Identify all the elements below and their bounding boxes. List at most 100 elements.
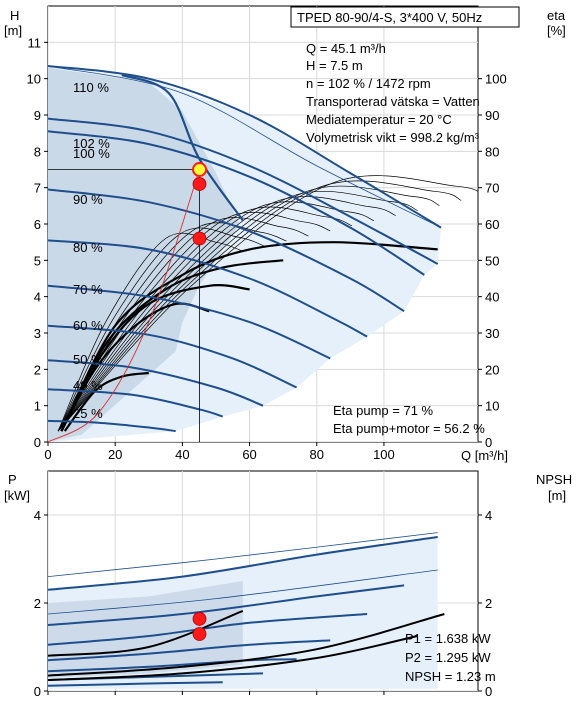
eta-tick-label: 60: [485, 217, 499, 232]
speed-curve: [48, 117, 439, 265]
efficiency-curve-thin: [57, 206, 353, 432]
head-tick-label: 9: [34, 108, 41, 123]
info-head: H = 7.5 m: [306, 58, 363, 73]
head-tick-label: 4: [34, 290, 41, 305]
efficiency-curve-thin: [57, 191, 418, 432]
power-tick-label: 4: [34, 508, 41, 523]
speed-curve-label: 25 %: [73, 406, 103, 421]
npsh-curve: [48, 613, 445, 677]
efficiency-curve-bold: [63, 371, 149, 432]
info-density: Volymetrisk vikt = 998.2 kg/m³: [306, 130, 480, 145]
npsh-curve: [48, 609, 244, 657]
speed-curve: [48, 188, 405, 313]
speed-curve: [48, 284, 331, 360]
flow-tick-label: 80: [310, 447, 324, 462]
eta-tick-label: 80: [485, 144, 499, 159]
pump-title: TPED 80-90/4-S, 3*400 V, 50Hz: [297, 10, 482, 25]
head-tick-label: 10: [27, 72, 41, 87]
speed-curve: [48, 388, 224, 418]
speed-curve: [48, 239, 368, 338]
power-operating-marker: [192, 612, 207, 626]
eta-tick-label: 100: [485, 72, 507, 87]
speed-curve: [48, 324, 298, 389]
power-curve: [48, 584, 405, 626]
speed-curve-label: 50 %: [73, 352, 103, 367]
efficiency-curve-thin: [57, 185, 440, 432]
head-tick-label: 7: [34, 181, 41, 196]
flow-tick-label: 20: [108, 447, 122, 462]
operating-marker: [192, 177, 207, 191]
speed-curve: [48, 130, 425, 276]
head-tick-label: 1: [34, 399, 41, 414]
power-tick-label: 0: [34, 684, 41, 699]
speed-curve-label: 100 %: [73, 146, 110, 161]
head-tick-label: 11: [28, 35, 42, 50]
flow-axis-label: Q [m³/h]: [461, 448, 508, 463]
info-eta-pump-motor: Eta pump+motor = 56.2 %: [333, 421, 485, 436]
operating-point-marker: [192, 162, 208, 177]
speed-curve-label: 102 %: [73, 136, 110, 151]
eta-tick-label: 20: [485, 362, 499, 377]
eta-tick-label: 50: [485, 253, 499, 268]
max-power-boundary: [121, 73, 244, 222]
system-curve: [48, 169, 200, 442]
flow-tick-label: 100: [373, 447, 395, 462]
eta-tick-label: 70: [485, 181, 499, 196]
eta-tick-label: 10: [485, 399, 499, 414]
head-tick-label: 0: [34, 435, 41, 450]
power-curve: [48, 639, 331, 662]
speed-curve-label: 80 %: [73, 240, 103, 255]
head-envelope: [48, 66, 441, 442]
efficiency-curve-bold: [60, 241, 438, 432]
eta-axis-unit: [%]: [547, 23, 566, 38]
head-tick-label: 8: [34, 144, 41, 159]
head-tick-label: 2: [34, 362, 41, 377]
efficiency-curve-thin: [57, 201, 375, 432]
info-eta-pump: Eta pump = 71 %: [333, 403, 434, 418]
speed-curve: [48, 359, 264, 407]
efficiency-curve-thin: [57, 196, 396, 432]
efficiency-curve-thin: [57, 227, 265, 432]
flow-tick-label: 40: [175, 447, 189, 462]
speed-curve: [48, 419, 176, 433]
eta-axis-label: eta: [547, 8, 566, 23]
speed-curve-label: 60 %: [73, 318, 103, 333]
power-axis-unit: [kW]: [4, 488, 30, 503]
head-axis-ticks: 0 20 40 60 80 100 0 1 2 3 4 5 6 7 8 9 10 11 0 10 20 30 40 50 60 7…: [27, 35, 507, 462]
info-temperature: Mediatemperatur = 20 °C: [306, 112, 452, 127]
npsh-curve: [48, 635, 418, 681]
head-axis-unit: [m]: [4, 23, 22, 38]
npsh-tick-label: 2: [485, 596, 492, 611]
eta-tick-label: 0: [485, 435, 492, 450]
info-liquid: Transporterad vätska = Vatten: [306, 94, 480, 109]
efficiency-curve-thin: [57, 180, 462, 432]
power-curve: [48, 658, 297, 673]
speed-curve-label: 90 %: [73, 192, 103, 207]
head-low-flow-area: [48, 67, 240, 442]
info-speed: n = 102 % / 1472 rpm: [306, 76, 431, 91]
speed-curve: [48, 65, 442, 229]
head-axis-label: H: [10, 8, 19, 23]
head-curves: 110 % 102 %100 % 90 % 80 % 70 % 60 % 50 % 40 % 2…: [48, 65, 478, 442]
npsh-tick-label: 0: [485, 684, 492, 699]
npsh-tick-label: 4: [485, 508, 492, 523]
info-p1: P1 = 1.638 kW: [405, 631, 491, 646]
power-operating-marker: [192, 627, 207, 641]
head-tick-label: 5: [34, 253, 41, 268]
power-axis-ticks: 0 2 4 0 2 4: [34, 508, 492, 699]
power-envelope-edge: [48, 569, 438, 615]
power-axis-label: P: [8, 472, 17, 487]
envelope-edge: [48, 65, 442, 228]
flow-tick-label: 60: [242, 447, 256, 462]
head-tick-label: 3: [34, 326, 41, 341]
operating-marker: [192, 231, 207, 246]
title-box: [290, 6, 520, 28]
npsh-axis-label: NPSH: [536, 472, 572, 487]
eta-tick-label: 40: [485, 290, 499, 305]
power-envelope-edge: [48, 532, 438, 577]
power-curves: [48, 532, 445, 687]
power-curve: [48, 536, 438, 591]
info-npsh: NPSH = 1.23 m: [405, 669, 496, 684]
